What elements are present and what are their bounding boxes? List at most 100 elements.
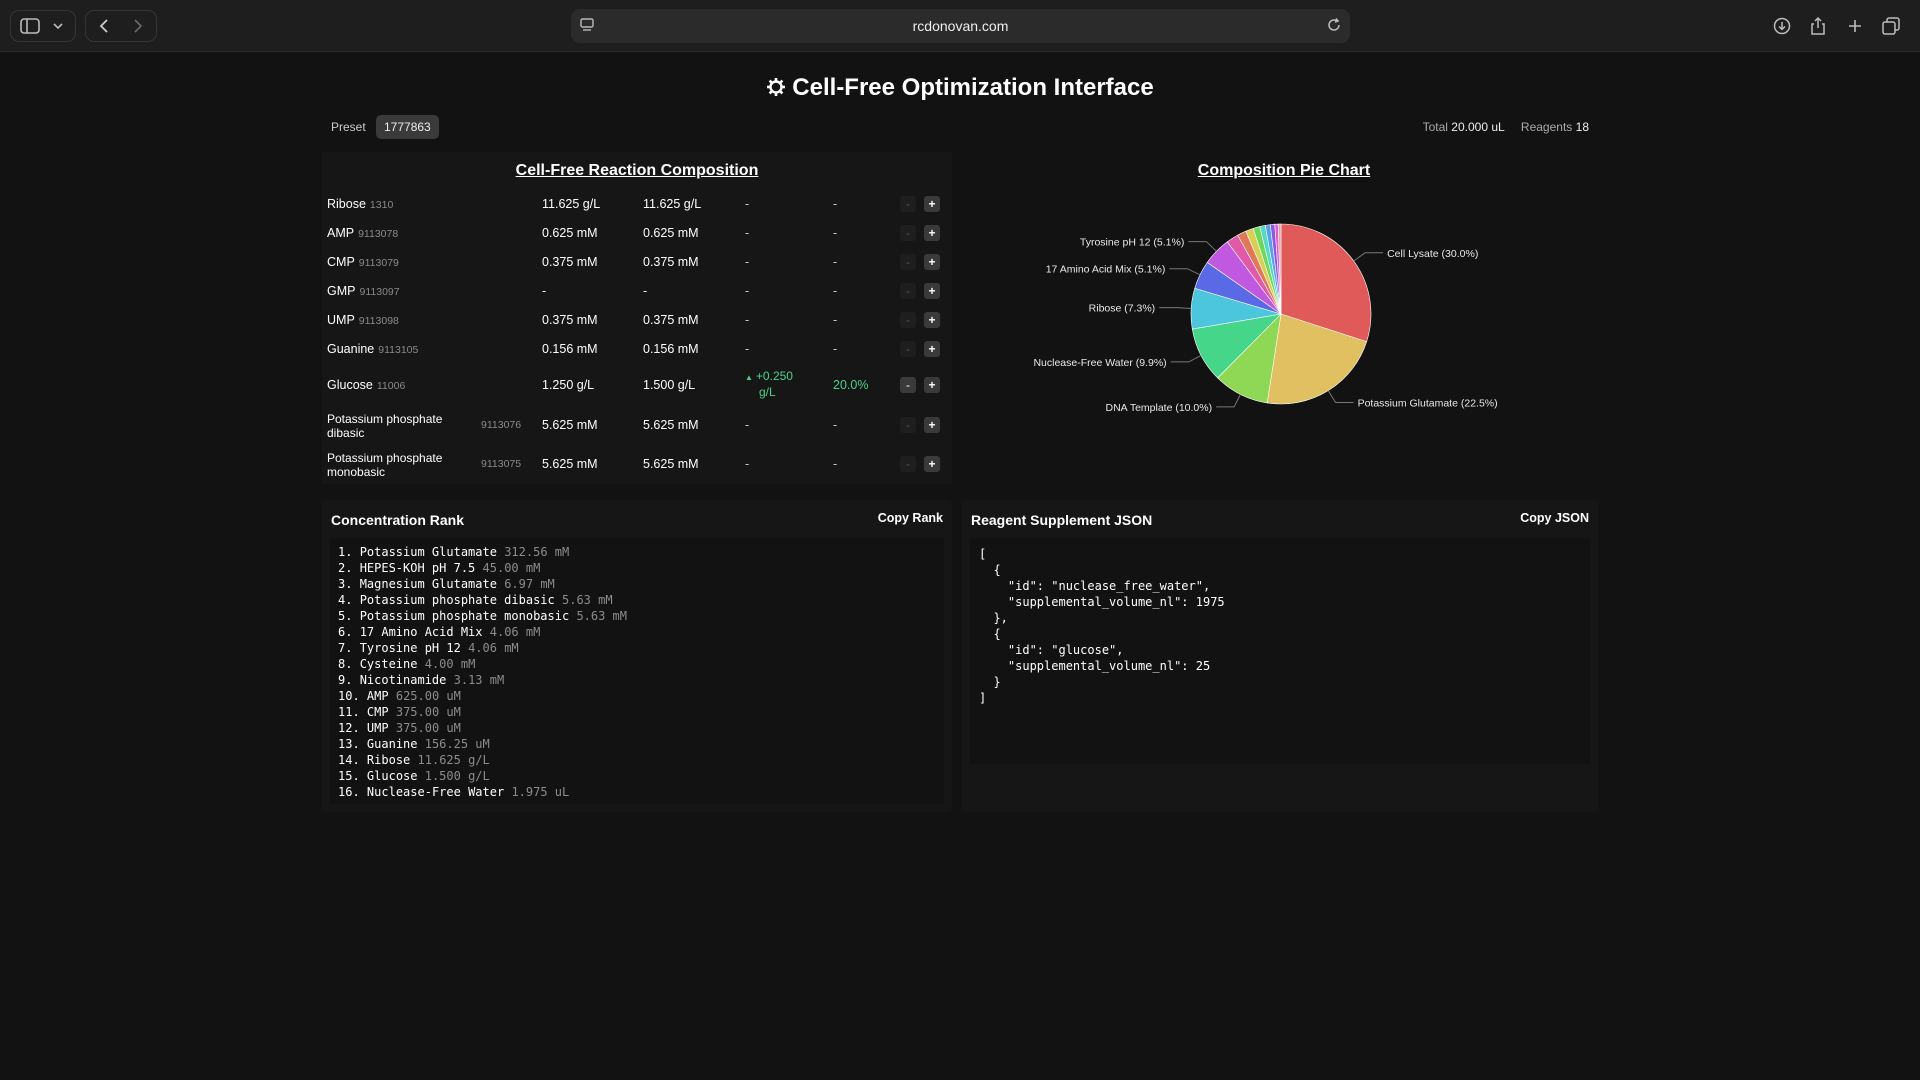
pie-slice[interactable] xyxy=(1280,223,1372,343)
decrease-button[interactable]: - xyxy=(900,377,916,393)
rank-value: 5.63 mM xyxy=(576,609,628,623)
increase-button[interactable]: + xyxy=(924,341,940,357)
rank-item: 8. Cysteine 4.00 mM xyxy=(338,656,627,672)
reagent-name-text: Guanine xyxy=(327,342,375,356)
chevron-down-icon[interactable] xyxy=(48,12,68,40)
rank-value: 312.56 mM xyxy=(504,545,570,559)
increase-button[interactable]: + xyxy=(924,377,940,393)
sidebar-toggle-group xyxy=(10,10,76,42)
copy-json-button[interactable]: Copy JSON xyxy=(1520,511,1589,525)
rank-item: 15. Glucose 1.500 g/L xyxy=(338,768,627,784)
delta-value: ▲ +0.250 g/L xyxy=(745,369,793,400)
reagents-count: 18 xyxy=(1575,120,1589,134)
rank-name: AMP xyxy=(366,689,389,703)
tab-overview-icon[interactable] xyxy=(1879,12,1903,40)
pie-slice-label: Nuclease-Free Water (9.9%) xyxy=(1033,357,1166,369)
decrease-button[interactable]: - xyxy=(900,283,916,299)
forward-arrow-icon[interactable] xyxy=(125,12,151,40)
delta-value: - xyxy=(745,226,750,240)
increase-button[interactable]: + xyxy=(924,312,940,328)
pie-leader-line xyxy=(1327,390,1354,404)
increase-button[interactable]: + xyxy=(924,225,940,241)
browser-toolbar: rcdonovan.com xyxy=(0,0,1920,52)
rank-title: Concentration Rank xyxy=(331,512,465,528)
back-arrow-icon[interactable] xyxy=(91,12,117,40)
increase-button[interactable]: + xyxy=(924,283,940,299)
rank-value: 1.500 g/L xyxy=(424,769,490,783)
decrease-button[interactable]: - xyxy=(900,456,916,472)
new-tab-icon[interactable] xyxy=(1843,12,1867,40)
title-text: Cell-Free Optimization Interface xyxy=(792,74,1154,101)
pie-slice-label: Ribose (7.3%) xyxy=(1089,303,1156,315)
address-bar[interactable]: rcdonovan.com xyxy=(571,9,1350,43)
sidebar-icon[interactable] xyxy=(16,12,44,40)
reagent-name-text: AMP xyxy=(327,226,355,240)
reagent-name: UMP 9113098 xyxy=(327,313,399,327)
current-value: 0.156 mM xyxy=(542,342,598,356)
delta-percent: - xyxy=(833,197,838,211)
rank-item: 10. AMP 625.00 uM xyxy=(338,688,627,704)
rank-name: Ribose xyxy=(366,753,411,767)
target-value: 11.625 g/L xyxy=(643,197,702,211)
rank-value: 4.06 mM xyxy=(468,641,519,655)
rank-value: 375.00 uM xyxy=(395,705,461,719)
rank-item: 2. HEPES-KOH pH 7.5 45.00 mM xyxy=(338,560,627,576)
decrease-button[interactable]: - xyxy=(900,312,916,328)
pie-leader-line xyxy=(1170,355,1202,363)
rank-number: 13. xyxy=(338,737,360,751)
rank-name: Glucose xyxy=(366,769,418,783)
reagent-id: 9113105 xyxy=(378,344,419,356)
delta-percent: 20.0% xyxy=(833,378,869,392)
delta-value: - xyxy=(745,197,750,211)
reagent-id: 9113079 xyxy=(358,257,399,269)
page-settings-icon[interactable] xyxy=(579,17,595,38)
rank-number: 14. xyxy=(338,753,360,767)
share-icon[interactable] xyxy=(1806,12,1830,40)
pie-leader-line xyxy=(1353,252,1384,262)
delta-unit: g/L xyxy=(759,385,776,399)
rank-number: 1. xyxy=(338,545,353,559)
decrease-button[interactable]: - xyxy=(900,341,916,357)
current-value: 1.250 g/L xyxy=(542,378,595,392)
json-code: [ { "id": "nuclease_free_water", "supple… xyxy=(979,547,1225,705)
rank-item: 7. Tyrosine pH 12 4.06 mM xyxy=(338,640,627,656)
reagent-id: 9113098 xyxy=(358,315,399,327)
reagent-name-line2: monobasic xyxy=(327,465,386,479)
pie-chart-panel: Composition Pie Chart Cell Lysate (30.0%… xyxy=(970,152,1598,484)
pie-leader-line xyxy=(1169,268,1201,276)
reagent-id: 9113078 xyxy=(358,228,399,240)
rank-name: Nicotinamide xyxy=(359,673,447,687)
decrease-button[interactable]: - xyxy=(900,417,916,433)
rank-number: 8. xyxy=(338,657,353,671)
copy-rank-button[interactable]: Copy Rank xyxy=(877,511,943,525)
pie-chart-title: Composition Pie Chart xyxy=(1197,162,1371,179)
target-value: 1.500 g/L xyxy=(643,378,696,392)
reload-icon[interactable] xyxy=(1326,17,1342,38)
increase-button[interactable]: + xyxy=(924,254,940,270)
reagent-id: 11006 xyxy=(376,380,406,392)
rank-item: 5. Potassium phosphate monobasic 5.63 mM xyxy=(338,608,627,624)
increase-button[interactable]: + xyxy=(924,196,940,212)
increase-button[interactable]: + xyxy=(924,456,940,472)
decrease-button[interactable]: - xyxy=(900,254,916,270)
composition-title: Cell-Free Reaction Composition xyxy=(515,162,759,179)
delta-percent: - xyxy=(833,284,838,298)
pie-leader-line xyxy=(1216,394,1241,408)
increase-arrow-icon: ▲ xyxy=(745,373,753,382)
current-value: - xyxy=(542,284,547,298)
decrease-button[interactable]: - xyxy=(900,196,916,212)
pie-slice[interactable] xyxy=(1277,223,1282,315)
pie-slice-label: Potassium Glutamate (22.5%) xyxy=(1358,398,1498,410)
total-value: 20.000 uL xyxy=(1451,120,1505,134)
increase-button[interactable]: + xyxy=(924,417,940,433)
reagent-name-text: Glucose xyxy=(327,378,373,392)
current-value: 0.375 mM xyxy=(542,255,598,269)
rank-list: 1. Potassium Glutamate 312.56 mM 2. HEPES… xyxy=(338,544,627,800)
downloads-icon[interactable] xyxy=(1770,12,1794,40)
pie-slice[interactable] xyxy=(1266,313,1368,405)
preset-selector[interactable]: 1777863 xyxy=(376,115,439,139)
rank-number: 5. xyxy=(338,609,353,623)
pie-slice-label: DNA Template (10.0%) xyxy=(1106,402,1213,414)
url-text: rcdonovan.com xyxy=(912,18,1009,34)
decrease-button[interactable]: - xyxy=(900,225,916,241)
